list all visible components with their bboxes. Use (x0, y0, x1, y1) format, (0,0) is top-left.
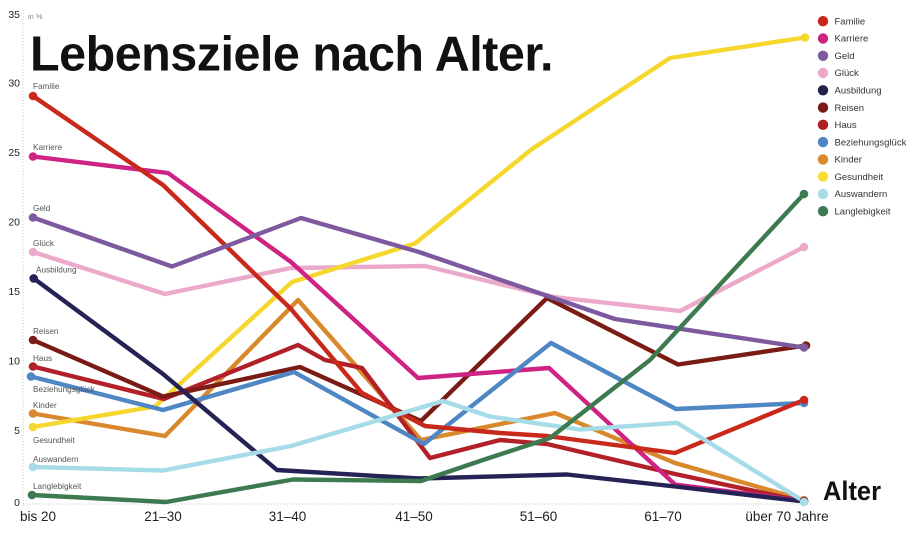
svg-text:5: 5 (14, 425, 20, 437)
svg-text:10: 10 (8, 356, 20, 368)
svg-text:Reisen: Reisen (33, 327, 59, 336)
svg-text:0: 0 (14, 497, 20, 509)
svg-text:Karriere: Karriere (33, 143, 63, 152)
svg-text:Auswandern: Auswandern (33, 455, 79, 464)
svg-text:Reisen: Reisen (835, 103, 865, 114)
svg-text:Familie: Familie (835, 16, 866, 27)
svg-text:Familie: Familie (33, 82, 60, 91)
svg-text:bis 20: bis 20 (20, 509, 56, 524)
svg-text:Karriere: Karriere (835, 34, 869, 45)
svg-text:25: 25 (8, 147, 20, 159)
svg-text:35: 35 (8, 9, 20, 21)
svg-text:21–30: 21–30 (144, 509, 182, 524)
svg-text:in %: in % (28, 12, 43, 21)
svg-text:Glück: Glück (33, 239, 55, 248)
svg-text:Haus: Haus (835, 120, 857, 131)
svg-text:Kinder: Kinder (835, 155, 862, 166)
svg-text:Beziehungsglück: Beziehungsglück (33, 385, 96, 394)
svg-text:Geld: Geld (33, 204, 51, 213)
svg-text:Ausbildung: Ausbildung (36, 266, 77, 275)
svg-text:Geld: Geld (835, 51, 855, 62)
svg-text:Ausbildung: Ausbildung (835, 86, 882, 97)
svg-text:Glück: Glück (835, 68, 860, 79)
svg-text:20: 20 (8, 217, 20, 229)
svg-text:Langlebigkeit: Langlebigkeit (835, 206, 891, 217)
svg-text:Gesundheit: Gesundheit (835, 172, 884, 183)
svg-text:Auswandern: Auswandern (835, 189, 888, 200)
svg-text:Beziehungsglück: Beziehungsglück (835, 137, 907, 148)
svg-text:Langlebigkeit: Langlebigkeit (33, 482, 82, 491)
svg-text:41–50: 41–50 (395, 509, 433, 524)
svg-text:Kinder: Kinder (33, 401, 57, 410)
svg-text:15: 15 (8, 286, 20, 298)
svg-text:über 70 Jahre: über 70 Jahre (745, 509, 828, 524)
svg-text:31–40: 31–40 (269, 509, 307, 524)
svg-text:30: 30 (8, 78, 20, 90)
svg-text:Haus: Haus (33, 354, 52, 363)
svg-text:51–60: 51–60 (520, 509, 558, 524)
svg-text:61–70: 61–70 (644, 509, 682, 524)
svg-text:Alter: Alter (823, 476, 881, 506)
svg-text:Gesundheit: Gesundheit (33, 436, 76, 445)
svg-text:Lebensziele nach Alter.: Lebensziele nach Alter. (30, 28, 553, 82)
